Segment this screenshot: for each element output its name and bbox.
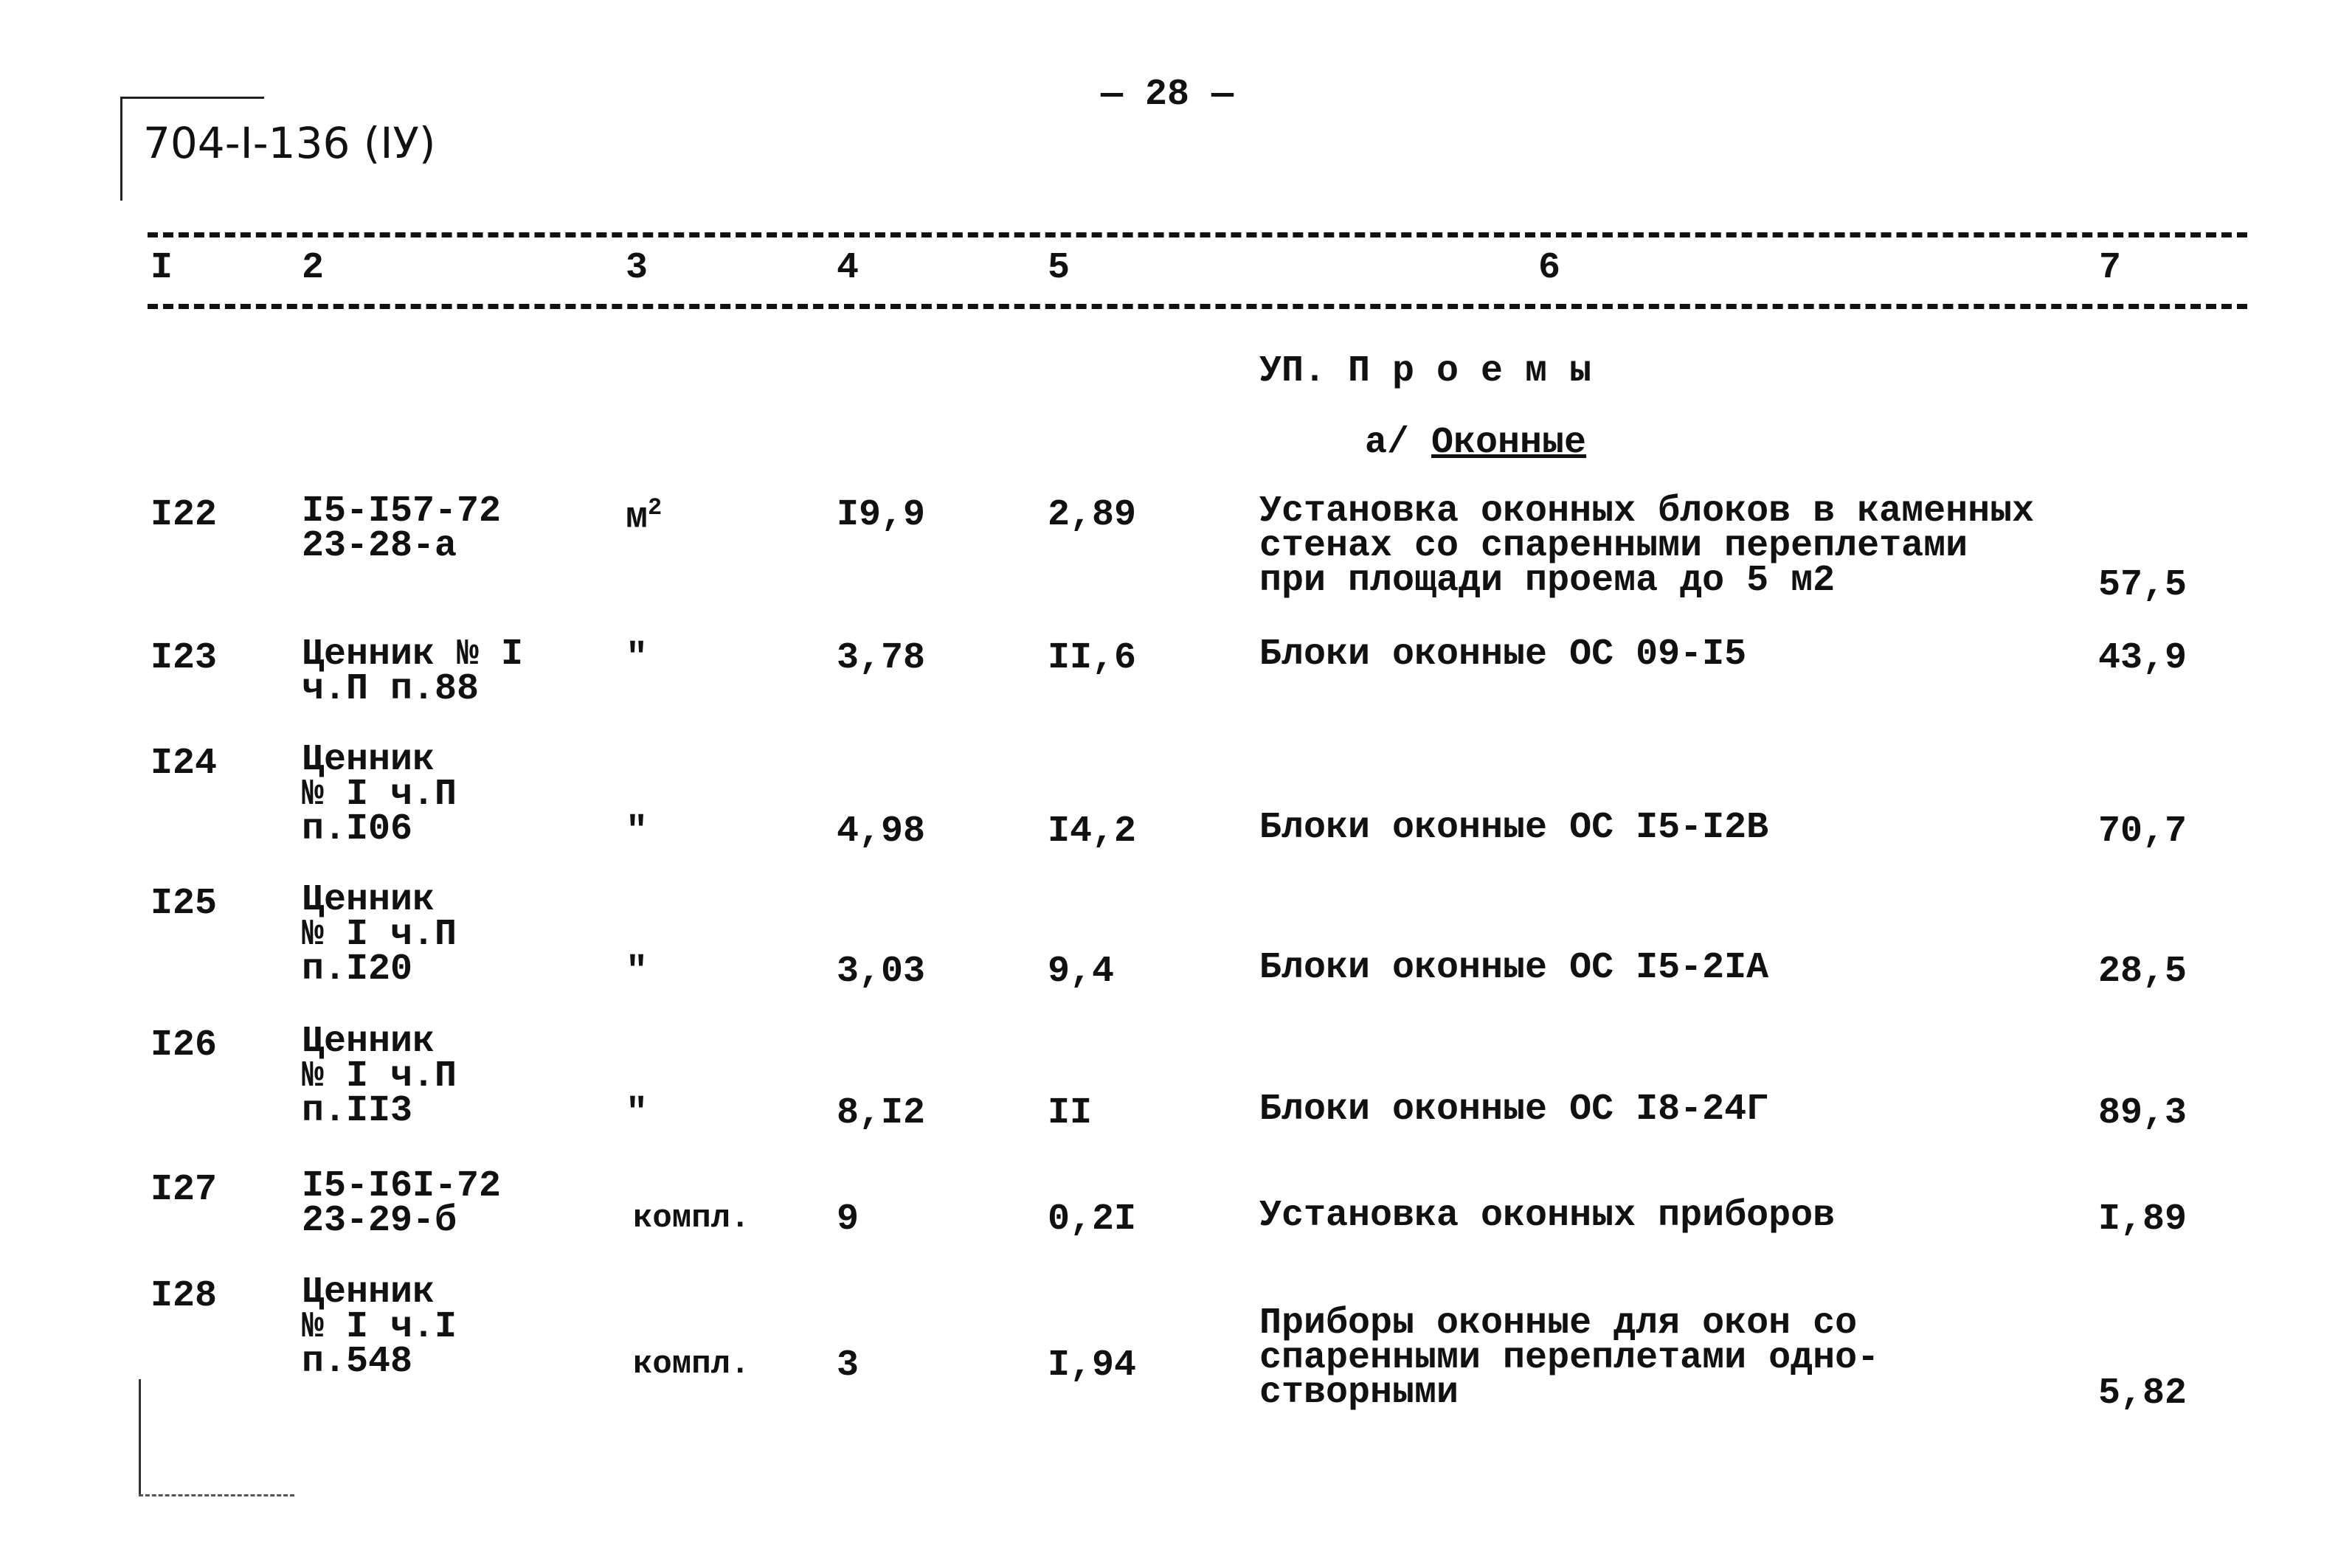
column-header: 7 — [2099, 247, 2122, 289]
row-total: 43,9 — [2097, 637, 2187, 679]
table-row: I23 Ценник № I ч.П п.88 " 3,78 II,6 Блок… — [0, 634, 2352, 785]
table-row: I28 Ценник № I ч.I п.548 компл. 3 I,94 П… — [0, 1272, 2352, 1467]
row-description: Установка оконных приборов — [1259, 1195, 1836, 1237]
row-code: Ценник № I ч.П п.II3 — [302, 1021, 457, 1132]
row-code: I5-I6I-72 23-29-б — [302, 1165, 502, 1242]
row-code: Ценник № I ч.П п.I20 — [302, 879, 457, 991]
row-code: Ценник № I ч.I п.548 — [302, 1272, 457, 1383]
column-header-row: I 2 3 4 5 6 7 — [0, 247, 2352, 395]
row-price: II,6 — [1048, 637, 1137, 679]
corner-bracket-top — [120, 97, 264, 99]
row-price: 2,89 — [1048, 494, 1137, 536]
row-number: I28 — [151, 1275, 218, 1317]
row-unit: " — [626, 811, 648, 853]
corner-bracket-bottom-left — [139, 1379, 141, 1494]
row-unit: " — [626, 951, 648, 993]
column-header: 6 — [1538, 247, 1561, 289]
row-price: I4,2 — [1048, 811, 1137, 853]
row-total: I,89 — [2097, 1198, 2187, 1241]
row-number: I22 — [151, 494, 218, 536]
unit-superscript: 2 — [648, 494, 663, 521]
header-divider-top — [148, 232, 2247, 237]
row-description: Блоки оконные ОС I5-I2В — [1259, 807, 1769, 849]
row-code: Ценник № I ч.П п.88 — [302, 634, 524, 710]
row-unit: м2 — [626, 494, 662, 539]
column-header: 4 — [837, 247, 859, 289]
row-quantity: 3,03 — [837, 951, 926, 993]
corner-bracket-left — [120, 97, 122, 201]
row-total: 89,3 — [2097, 1092, 2187, 1134]
row-price: 9,4 — [1048, 951, 1115, 993]
document-code: 704-I-136 (IУ) — [143, 118, 436, 168]
row-price: 0,2I — [1048, 1198, 1137, 1241]
row-quantity: 3 — [837, 1345, 859, 1387]
row-description: Блоки оконные ОС 09-I5 — [1259, 634, 1747, 676]
row-description: Приборы оконные для окон со спаренными п… — [1259, 1302, 1880, 1414]
row-total: 5,82 — [2097, 1373, 2187, 1415]
row-quantity: 8,I2 — [837, 1092, 926, 1134]
row-total: 28,5 — [2097, 951, 2187, 993]
row-price: II — [1048, 1092, 1093, 1134]
row-number: I25 — [151, 883, 218, 925]
column-header: 3 — [626, 247, 648, 289]
row-total: 57,5 — [2097, 564, 2187, 606]
column-header: I — [151, 247, 173, 289]
row-quantity: 9 — [837, 1198, 859, 1241]
row-number: I27 — [151, 1169, 218, 1211]
row-total: 70,7 — [2097, 811, 2187, 853]
table-row: I22 I5-I57-72 23-28-а м2 I9,9 2,89 Устан… — [0, 490, 2352, 642]
table-row: I24 Ценник № I ч.П п.I06 " 4,98 I4,2 Бло… — [0, 739, 2352, 890]
column-header: 2 — [302, 247, 325, 289]
row-description: Блоки оконные ОС I8-24Г — [1259, 1089, 1769, 1131]
corner-bracket-bottom — [139, 1494, 294, 1496]
column-header: 5 — [1048, 247, 1070, 289]
page-number: — 28 — — [1101, 74, 1234, 116]
unit-text: м — [626, 496, 648, 539]
row-number: I23 — [151, 637, 218, 679]
row-unit: компл. — [633, 1200, 750, 1237]
header-divider-bottom — [148, 304, 2247, 309]
row-price: I,94 — [1048, 1345, 1137, 1387]
section-subtitle: а/ Оконные — [1365, 422, 1586, 464]
row-unit: " — [626, 1092, 648, 1134]
row-unit: компл. — [633, 1346, 750, 1383]
table-row: I25 Ценник № I ч.П п.I20 " 3,03 9,4 Блок… — [0, 879, 2352, 1030]
row-code: I5-I57-72 23-28-а — [302, 490, 502, 567]
row-unit: " — [626, 637, 648, 679]
row-description: Блоки оконные ОС I5-2IА — [1259, 947, 1769, 989]
row-number: I26 — [151, 1024, 218, 1066]
subtitle-prefix: а/ — [1365, 422, 1410, 464]
table-row: I27 I5-I6I-72 23-29-б компл. 9 0,2I Уста… — [0, 1165, 2352, 1317]
section-title: УП. П р о е м ы — [1259, 350, 1592, 392]
row-number: I24 — [151, 743, 218, 785]
row-code: Ценник № I ч.П п.I06 — [302, 739, 457, 850]
row-quantity: I9,9 — [837, 494, 926, 536]
row-quantity: 3,78 — [837, 637, 926, 679]
subtitle-text: Оконные — [1431, 422, 1587, 464]
row-description: Установка оконных блоков в каменных стен… — [1259, 490, 2035, 602]
row-quantity: 4,98 — [837, 811, 926, 853]
table-row: I26 Ценник № I ч.П п.II3 " 8,I2 II Блоки… — [0, 1024, 2352, 1172]
